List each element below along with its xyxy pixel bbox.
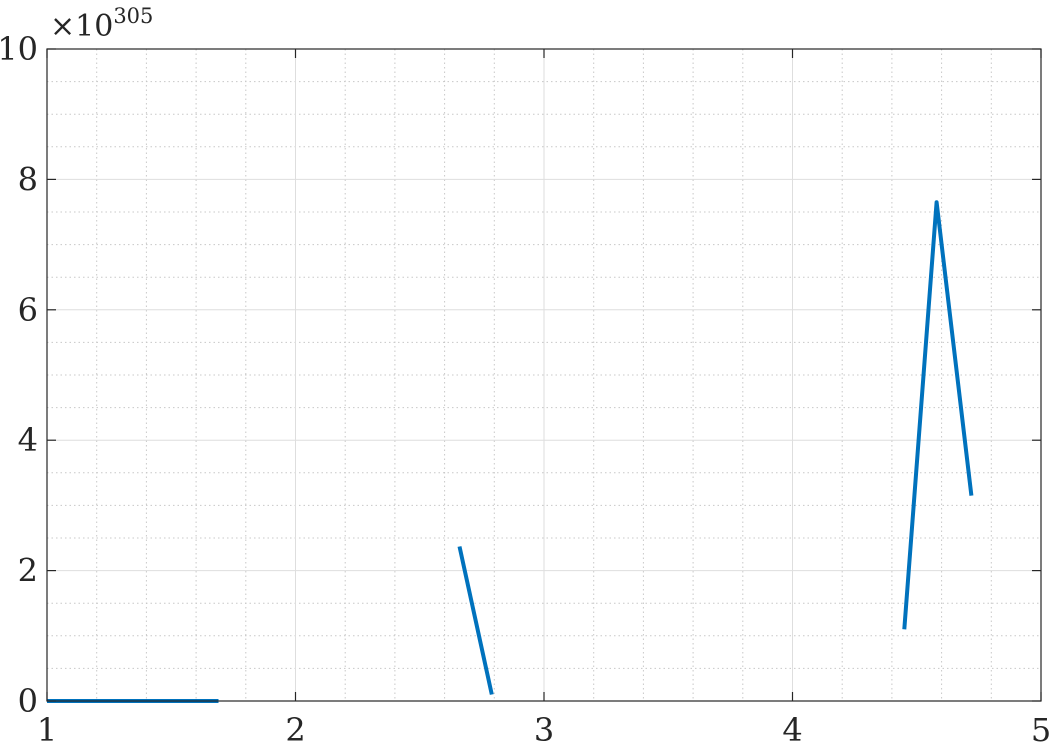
x-tick-labels: 1 2 3 4 5	[37, 711, 1049, 747]
y-axis-exponent-base: ×10	[50, 9, 113, 44]
y-tick-label: 4	[18, 421, 38, 459]
y-tick-label: 2	[18, 552, 38, 590]
x-tick-label: 4	[782, 711, 802, 747]
y-tick-label: 8	[18, 160, 38, 198]
x-tick-label: 1	[37, 711, 57, 747]
y-tick-label: 6	[18, 291, 38, 329]
minor-grid	[47, 49, 1041, 701]
x-tick-label: 2	[285, 711, 305, 747]
y-tick-label: 0	[18, 682, 38, 720]
x-tick-label: 5	[1031, 711, 1049, 747]
y-axis-exponent-power: 305	[113, 4, 153, 28]
y-axis-exponent: ×10305	[50, 4, 153, 44]
x-tick-label: 3	[534, 711, 554, 747]
series-line-segment	[457, 546, 494, 695]
tick-marks	[46, 48, 1042, 702]
y-tick-labels: 0 2 4 6 8 10	[0, 30, 38, 720]
y-tick-label: 10	[0, 30, 38, 68]
series-line-segment	[902, 200, 974, 630]
data-series	[47, 200, 974, 703]
